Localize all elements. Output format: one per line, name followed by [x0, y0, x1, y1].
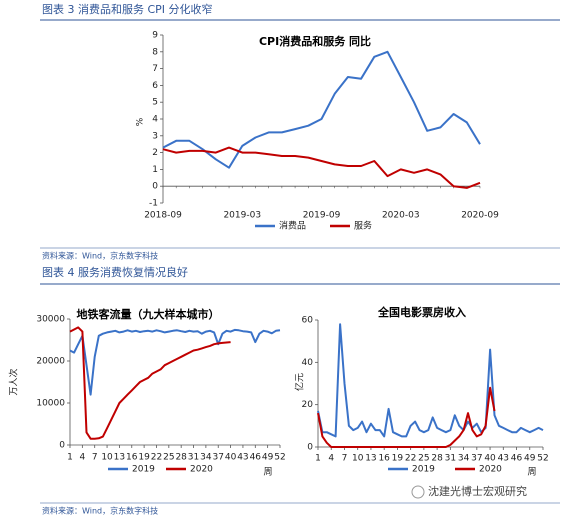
- x-tick-label: 19: [392, 454, 404, 464]
- x-axis-label: 周: [527, 467, 536, 478]
- y-tick-label: 4: [152, 115, 158, 125]
- series-line: [162, 146, 481, 189]
- x-tick-label: 2020-03: [382, 211, 420, 221]
- x-tick-label: 2019-09: [303, 211, 341, 221]
- x-tick-label: 46: [250, 453, 262, 463]
- series-line: [317, 386, 496, 448]
- y-tick-label: 0: [152, 182, 158, 192]
- x-tick-label: 19: [138, 453, 150, 463]
- x-tick-label: 37: [471, 454, 482, 464]
- x-tick-label: 49: [524, 454, 536, 464]
- x-tick-label: 40: [225, 453, 237, 463]
- y-tick-label: 8: [152, 47, 158, 57]
- x-tick-label: 43: [498, 454, 509, 464]
- x-tick-label: 16: [378, 454, 390, 464]
- y-tick-label: 3: [152, 131, 158, 141]
- y-tick-label: -1: [149, 199, 158, 209]
- legend-label: 服务: [354, 220, 372, 232]
- y-tick-label: 20000: [36, 357, 65, 367]
- caption: 图表 3 消费品和服务 CPI 分化收窄: [42, 2, 213, 16]
- x-tick-label: 22: [405, 454, 416, 464]
- x-tick-label: 4: [328, 454, 334, 464]
- legend-label: 2019: [132, 465, 155, 475]
- x-tick-label: 10: [101, 453, 113, 463]
- y-tick-label: 5: [152, 98, 158, 108]
- x-tick-label: 40: [484, 454, 496, 464]
- x-tick-label: 13: [114, 453, 125, 463]
- x-tick-label: 2020-09: [461, 211, 499, 221]
- source: 资料来源：Wind，京东数字科技: [42, 506, 158, 516]
- legend-label: 消费品: [279, 220, 306, 232]
- source: 资料来源：Wind，京东数字科技: [42, 251, 158, 261]
- x-tick-label: 46: [511, 454, 523, 464]
- x-tick-label: 52: [274, 453, 285, 463]
- legend-label: 2020: [479, 465, 502, 475]
- legend-label: 2020: [190, 465, 213, 475]
- series-line: [69, 328, 281, 396]
- y-tick-label: 7: [152, 64, 158, 74]
- series-line: [317, 323, 544, 438]
- x-tick-label: 28: [175, 453, 187, 463]
- x-tick-label: 1: [67, 453, 73, 463]
- y-tick-label: 30000: [36, 315, 65, 325]
- x-tick-label: 43: [237, 453, 248, 463]
- x-tick-label: 28: [431, 454, 443, 464]
- y-tick-label: 40: [302, 358, 314, 368]
- y-axis-label: 亿元: [294, 373, 306, 391]
- x-tick-label: 7: [342, 454, 348, 464]
- chart-title: CPI消费品和服务 同比: [259, 34, 371, 48]
- y-tick-label: 2: [152, 148, 158, 158]
- series-line: [69, 326, 231, 440]
- x-tick-label: 25: [163, 453, 174, 463]
- x-tick-label: 34: [458, 454, 470, 464]
- x-tick-label: 34: [200, 453, 212, 463]
- x-tick-label: 37: [213, 453, 224, 463]
- x-tick-label: 31: [188, 453, 199, 463]
- x-tick-label: 13: [365, 454, 376, 464]
- x-tick-label: 16: [126, 453, 138, 463]
- watermark: 沈建光博士宏观研究: [428, 484, 527, 498]
- y-tick-label: 10000: [36, 399, 65, 409]
- series-line: [162, 50, 481, 169]
- legend-label: 2019: [412, 465, 435, 475]
- x-tick-label: 2018-09: [144, 211, 182, 221]
- x-tick-label: 7: [92, 453, 98, 463]
- y-tick-label: 9: [152, 31, 158, 41]
- y-tick-label: 1: [152, 165, 158, 175]
- chart-title: 地铁客流量（九大样本城市）: [77, 307, 220, 321]
- chart-title: 全国电影票房收入: [377, 305, 466, 319]
- x-tick-label: 2019-03: [223, 211, 261, 221]
- x-tick-label: 49: [262, 453, 274, 463]
- x-tick-label: 4: [79, 453, 85, 463]
- y-tick-label: 0: [307, 443, 313, 453]
- x-tick-label: 52: [537, 454, 548, 464]
- y-tick-label: 6: [152, 81, 158, 91]
- y-tick-label: 20: [302, 400, 314, 410]
- y-tick-label: 0: [59, 441, 65, 451]
- y-axis-label: %: [136, 117, 146, 126]
- y-tick-label: 60: [302, 316, 314, 326]
- x-tick-label: 31: [445, 454, 456, 464]
- x-tick-label: 25: [418, 454, 429, 464]
- wechat-icon: [411, 485, 425, 499]
- x-axis-label: 周: [263, 467, 272, 478]
- x-tick-label: 10: [352, 454, 364, 464]
- x-tick-label: 1: [315, 454, 321, 464]
- caption: 图表 4 服务消费恢复情况良好: [42, 265, 188, 279]
- y-axis-label: 万人次: [8, 368, 20, 395]
- x-tick-label: 22: [151, 453, 162, 463]
